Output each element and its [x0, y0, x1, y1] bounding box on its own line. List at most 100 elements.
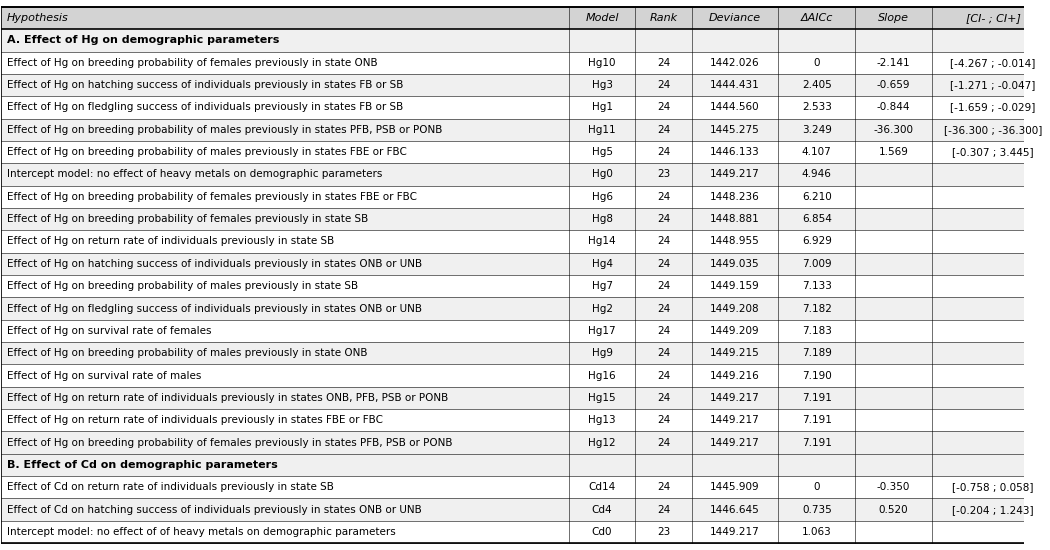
Text: Hg9: Hg9 — [591, 348, 612, 358]
Text: 1445.275: 1445.275 — [710, 125, 760, 135]
Text: 0: 0 — [814, 482, 820, 492]
Text: Effect of Hg on hatching success of individuals previously in states ONB or UNB: Effect of Hg on hatching success of indi… — [6, 259, 422, 269]
Text: 3.249: 3.249 — [802, 125, 832, 135]
Text: 24: 24 — [657, 281, 670, 291]
Text: 1448.955: 1448.955 — [710, 236, 760, 246]
Text: Hg2: Hg2 — [591, 304, 612, 313]
Text: Slope: Slope — [878, 13, 909, 23]
Text: 1449.035: 1449.035 — [710, 259, 760, 269]
Text: 7.189: 7.189 — [802, 348, 832, 358]
Text: 1449.217: 1449.217 — [710, 169, 760, 179]
Text: 4.107: 4.107 — [802, 147, 832, 157]
Text: 24: 24 — [657, 482, 670, 492]
Text: 0.735: 0.735 — [802, 504, 832, 515]
Text: 24: 24 — [657, 415, 670, 425]
Text: 23: 23 — [657, 527, 670, 537]
Text: 1449.217: 1449.217 — [710, 527, 760, 537]
Text: 6.854: 6.854 — [802, 214, 832, 224]
Text: 7.133: 7.133 — [802, 281, 832, 291]
Text: [-0.204 ; 1.243]: [-0.204 ; 1.243] — [952, 504, 1034, 515]
Text: 24: 24 — [657, 393, 670, 403]
Bar — [1, 29, 1050, 52]
Text: Effect of Hg on breeding probability of males previously in states FBE or FBC: Effect of Hg on breeding probability of … — [6, 147, 406, 157]
Text: 24: 24 — [657, 304, 670, 313]
Text: 6.929: 6.929 — [802, 236, 832, 246]
Text: Deviance: Deviance — [709, 13, 761, 23]
Text: Hg11: Hg11 — [588, 125, 616, 135]
Text: 7.190: 7.190 — [802, 371, 832, 381]
Text: 23: 23 — [657, 169, 670, 179]
Text: Effect of Hg on breeding probability of males previously in state SB: Effect of Hg on breeding probability of … — [6, 281, 358, 291]
Text: [-0.758 ; 0.058]: [-0.758 ; 0.058] — [952, 482, 1034, 492]
Text: Effect of Hg on survival rate of females: Effect of Hg on survival rate of females — [6, 326, 211, 336]
Text: 1449.217: 1449.217 — [710, 415, 760, 425]
Bar — [1, 163, 1050, 185]
Bar — [1, 52, 1050, 74]
Text: 4.946: 4.946 — [802, 169, 832, 179]
Text: 24: 24 — [657, 102, 670, 112]
Bar — [1, 342, 1050, 365]
Bar — [1, 387, 1050, 409]
Text: [-4.267 ; -0.014]: [-4.267 ; -0.014] — [950, 58, 1036, 68]
Text: Hg8: Hg8 — [591, 214, 612, 224]
Text: Hg13: Hg13 — [588, 415, 616, 425]
Text: Effect of Hg on breeding probability of females previously in state ONB: Effect of Hg on breeding probability of … — [6, 58, 377, 68]
Text: 1446.645: 1446.645 — [710, 504, 760, 515]
Text: -0.844: -0.844 — [877, 102, 910, 112]
Text: -36.300: -36.300 — [874, 125, 914, 135]
Text: 1448.881: 1448.881 — [710, 214, 760, 224]
Text: 24: 24 — [657, 326, 670, 336]
Text: Effect of Hg on survival rate of males: Effect of Hg on survival rate of males — [6, 371, 201, 381]
Text: Hg6: Hg6 — [591, 192, 612, 202]
Bar — [1, 252, 1050, 275]
Bar — [1, 141, 1050, 163]
Text: 1449.217: 1449.217 — [710, 393, 760, 403]
Text: [-0.307 ; 3.445]: [-0.307 ; 3.445] — [952, 147, 1034, 157]
Text: Hypothesis: Hypothesis — [6, 13, 68, 23]
Text: Hg4: Hg4 — [591, 259, 612, 269]
Text: 1444.560: 1444.560 — [710, 102, 760, 112]
Text: [-1.271 ; -0.047]: [-1.271 ; -0.047] — [950, 80, 1036, 90]
Text: Intercept model: no effect of heavy metals on demographic parameters: Intercept model: no effect of heavy meta… — [6, 169, 382, 179]
Text: B. Effect of Cd on demographic parameters: B. Effect of Cd on demographic parameter… — [6, 460, 277, 470]
Text: 24: 24 — [657, 125, 670, 135]
Text: Cd0: Cd0 — [592, 527, 612, 537]
Text: 7.182: 7.182 — [802, 304, 832, 313]
Text: 1449.217: 1449.217 — [710, 438, 760, 448]
Bar — [1, 119, 1050, 141]
Text: 1.569: 1.569 — [879, 147, 908, 157]
Bar — [1, 96, 1050, 119]
Text: 2.533: 2.533 — [802, 102, 832, 112]
Text: 7.191: 7.191 — [802, 393, 832, 403]
Text: Effect of Hg on fledgling success of individuals previously in states FB or SB: Effect of Hg on fledgling success of ind… — [6, 102, 403, 112]
Text: 1449.208: 1449.208 — [710, 304, 760, 313]
Text: 1448.236: 1448.236 — [710, 192, 760, 202]
Text: Cd4: Cd4 — [592, 504, 612, 515]
Bar — [1, 320, 1050, 342]
Text: Effect of Cd on hatching success of individuals previously in states ONB or UNB: Effect of Cd on hatching success of indi… — [6, 504, 421, 515]
Text: 1444.431: 1444.431 — [710, 80, 760, 90]
Text: 6.210: 6.210 — [802, 192, 832, 202]
Text: 1449.209: 1449.209 — [710, 326, 760, 336]
Text: Hg1: Hg1 — [591, 102, 612, 112]
Text: Hg16: Hg16 — [588, 371, 616, 381]
Text: ΔAICc: ΔAICc — [800, 13, 833, 23]
Bar — [1, 208, 1050, 230]
Text: 24: 24 — [657, 371, 670, 381]
Text: Effect of Hg on fledgling success of individuals previously in states ONB or UNB: Effect of Hg on fledgling success of ind… — [6, 304, 421, 313]
Bar — [1, 498, 1050, 521]
Text: Intercept model: no effect of of heavy metals on demographic parameters: Intercept model: no effect of of heavy m… — [6, 527, 395, 537]
Text: Hg5: Hg5 — [591, 147, 612, 157]
Text: 24: 24 — [657, 214, 670, 224]
Text: Effect of Hg on return rate of individuals previously in state SB: Effect of Hg on return rate of individua… — [6, 236, 334, 246]
Text: Effect of Hg on breeding probability of females previously in states PFB, PSB or: Effect of Hg on breeding probability of … — [6, 438, 452, 448]
Text: Effect of Hg on return rate of individuals previously in states ONB, PFB, PSB or: Effect of Hg on return rate of individua… — [6, 393, 447, 403]
Text: -2.141: -2.141 — [877, 58, 910, 68]
Text: 7.191: 7.191 — [802, 415, 832, 425]
Text: 7.183: 7.183 — [802, 326, 832, 336]
Text: Hg10: Hg10 — [588, 58, 616, 68]
Bar — [1, 521, 1050, 543]
Text: 1449.216: 1449.216 — [710, 371, 760, 381]
Text: Effect of Hg on return rate of individuals previously in states FBE or FBC: Effect of Hg on return rate of individua… — [6, 415, 382, 425]
Text: 7.009: 7.009 — [802, 259, 832, 269]
